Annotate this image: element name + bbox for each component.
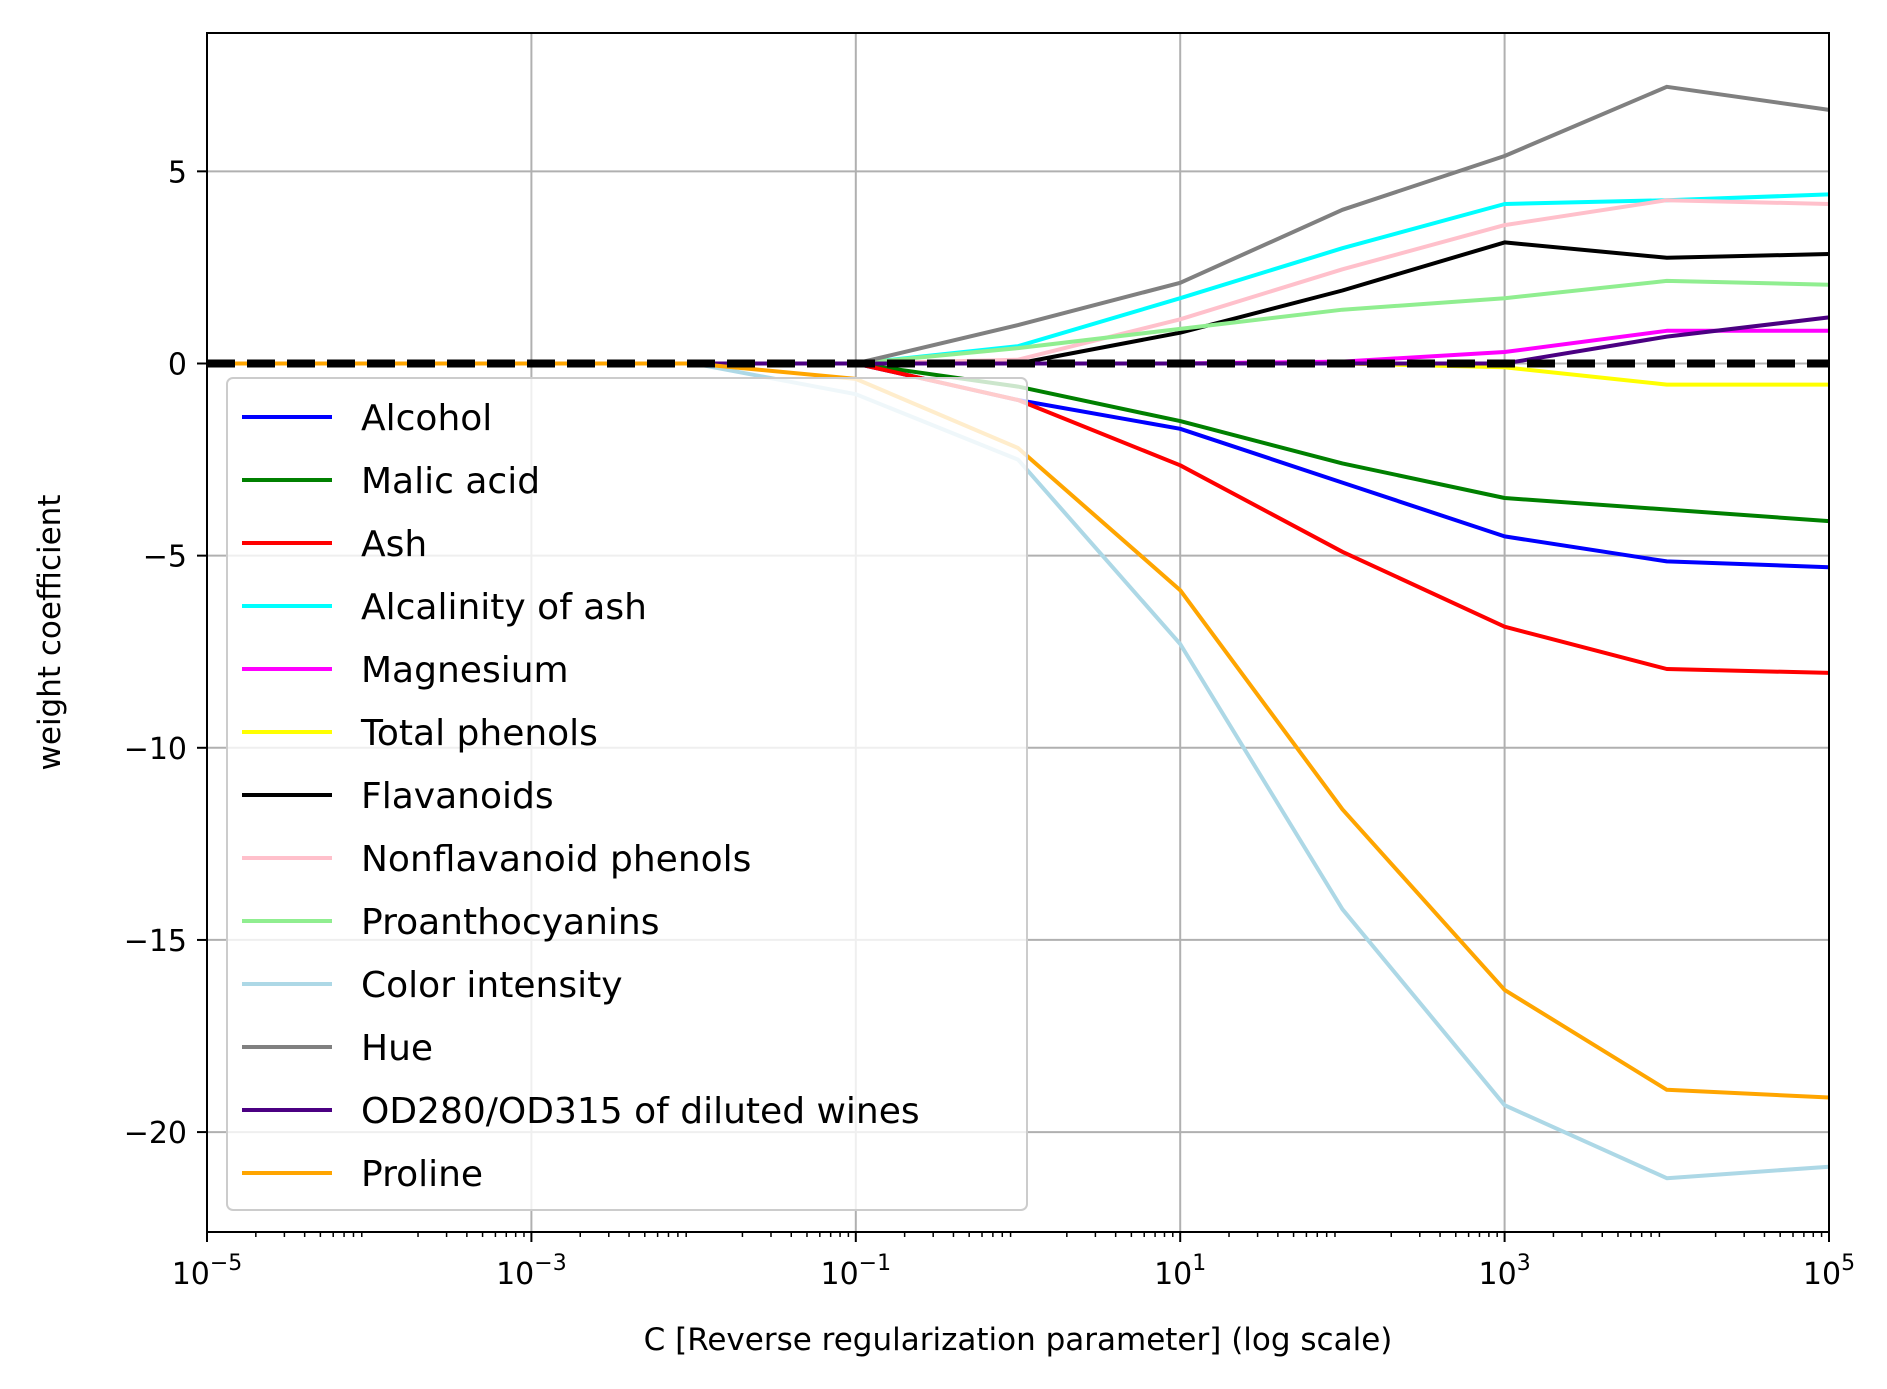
plot-frame: [206, 32, 1830, 1233]
y-tick-label: −20: [124, 1116, 187, 1151]
y-tick-label: −5: [143, 540, 187, 575]
legend-entry-label: Flavanoids: [361, 776, 554, 817]
y-tick-label: 5: [168, 155, 187, 190]
legend-entry-label: Alcalinity of ash: [361, 587, 647, 628]
legend-entry-label: Ash: [361, 524, 427, 565]
axis-ticks: 10−5 10−3 10−1 101 103 105 5 0 −5 −10 −15 −20: [124, 155, 1855, 1292]
legend-entry-label: Hue: [361, 1028, 433, 1069]
x-tick-label: 101: [1154, 1251, 1206, 1292]
x-tick-label: 10−1: [820, 1251, 891, 1292]
x-axis-label: C [Reverse regularization parameter] (lo…: [644, 1322, 1393, 1358]
legend: Alcohol Malic acid Ash Alcalinity of ash Mag…: [226, 377, 1028, 1211]
x-tick-label: 10−5: [172, 1251, 243, 1292]
legend-entry-label: Magnesium: [361, 650, 569, 691]
y-axis-label: weight coefficient: [32, 495, 68, 771]
legend-entry-label: Total phenols: [360, 713, 598, 754]
legend-box: [226, 377, 1028, 1211]
y-tick-label: −15: [124, 924, 187, 959]
legend-entry-label: Proline: [361, 1154, 483, 1195]
x-tick-label: 10−3: [496, 1251, 567, 1292]
legend-entry-label: Proanthocyanins: [361, 902, 660, 943]
y-tick-label: −10: [124, 732, 187, 767]
x-tick-label: 103: [1479, 1251, 1531, 1292]
x-tick-label: 105: [1803, 1251, 1855, 1292]
legend-entry-label: Color intensity: [361, 965, 623, 1006]
y-tick-label: 0: [168, 347, 187, 382]
legend-entry-label: OD280/OD315 of diluted wines: [361, 1091, 920, 1132]
legend-entry-label: Alcohol: [361, 398, 492, 439]
legend-entry-label: Malic acid: [361, 461, 540, 502]
legend-entry-label: Nonflavanoid phenols: [361, 839, 751, 880]
